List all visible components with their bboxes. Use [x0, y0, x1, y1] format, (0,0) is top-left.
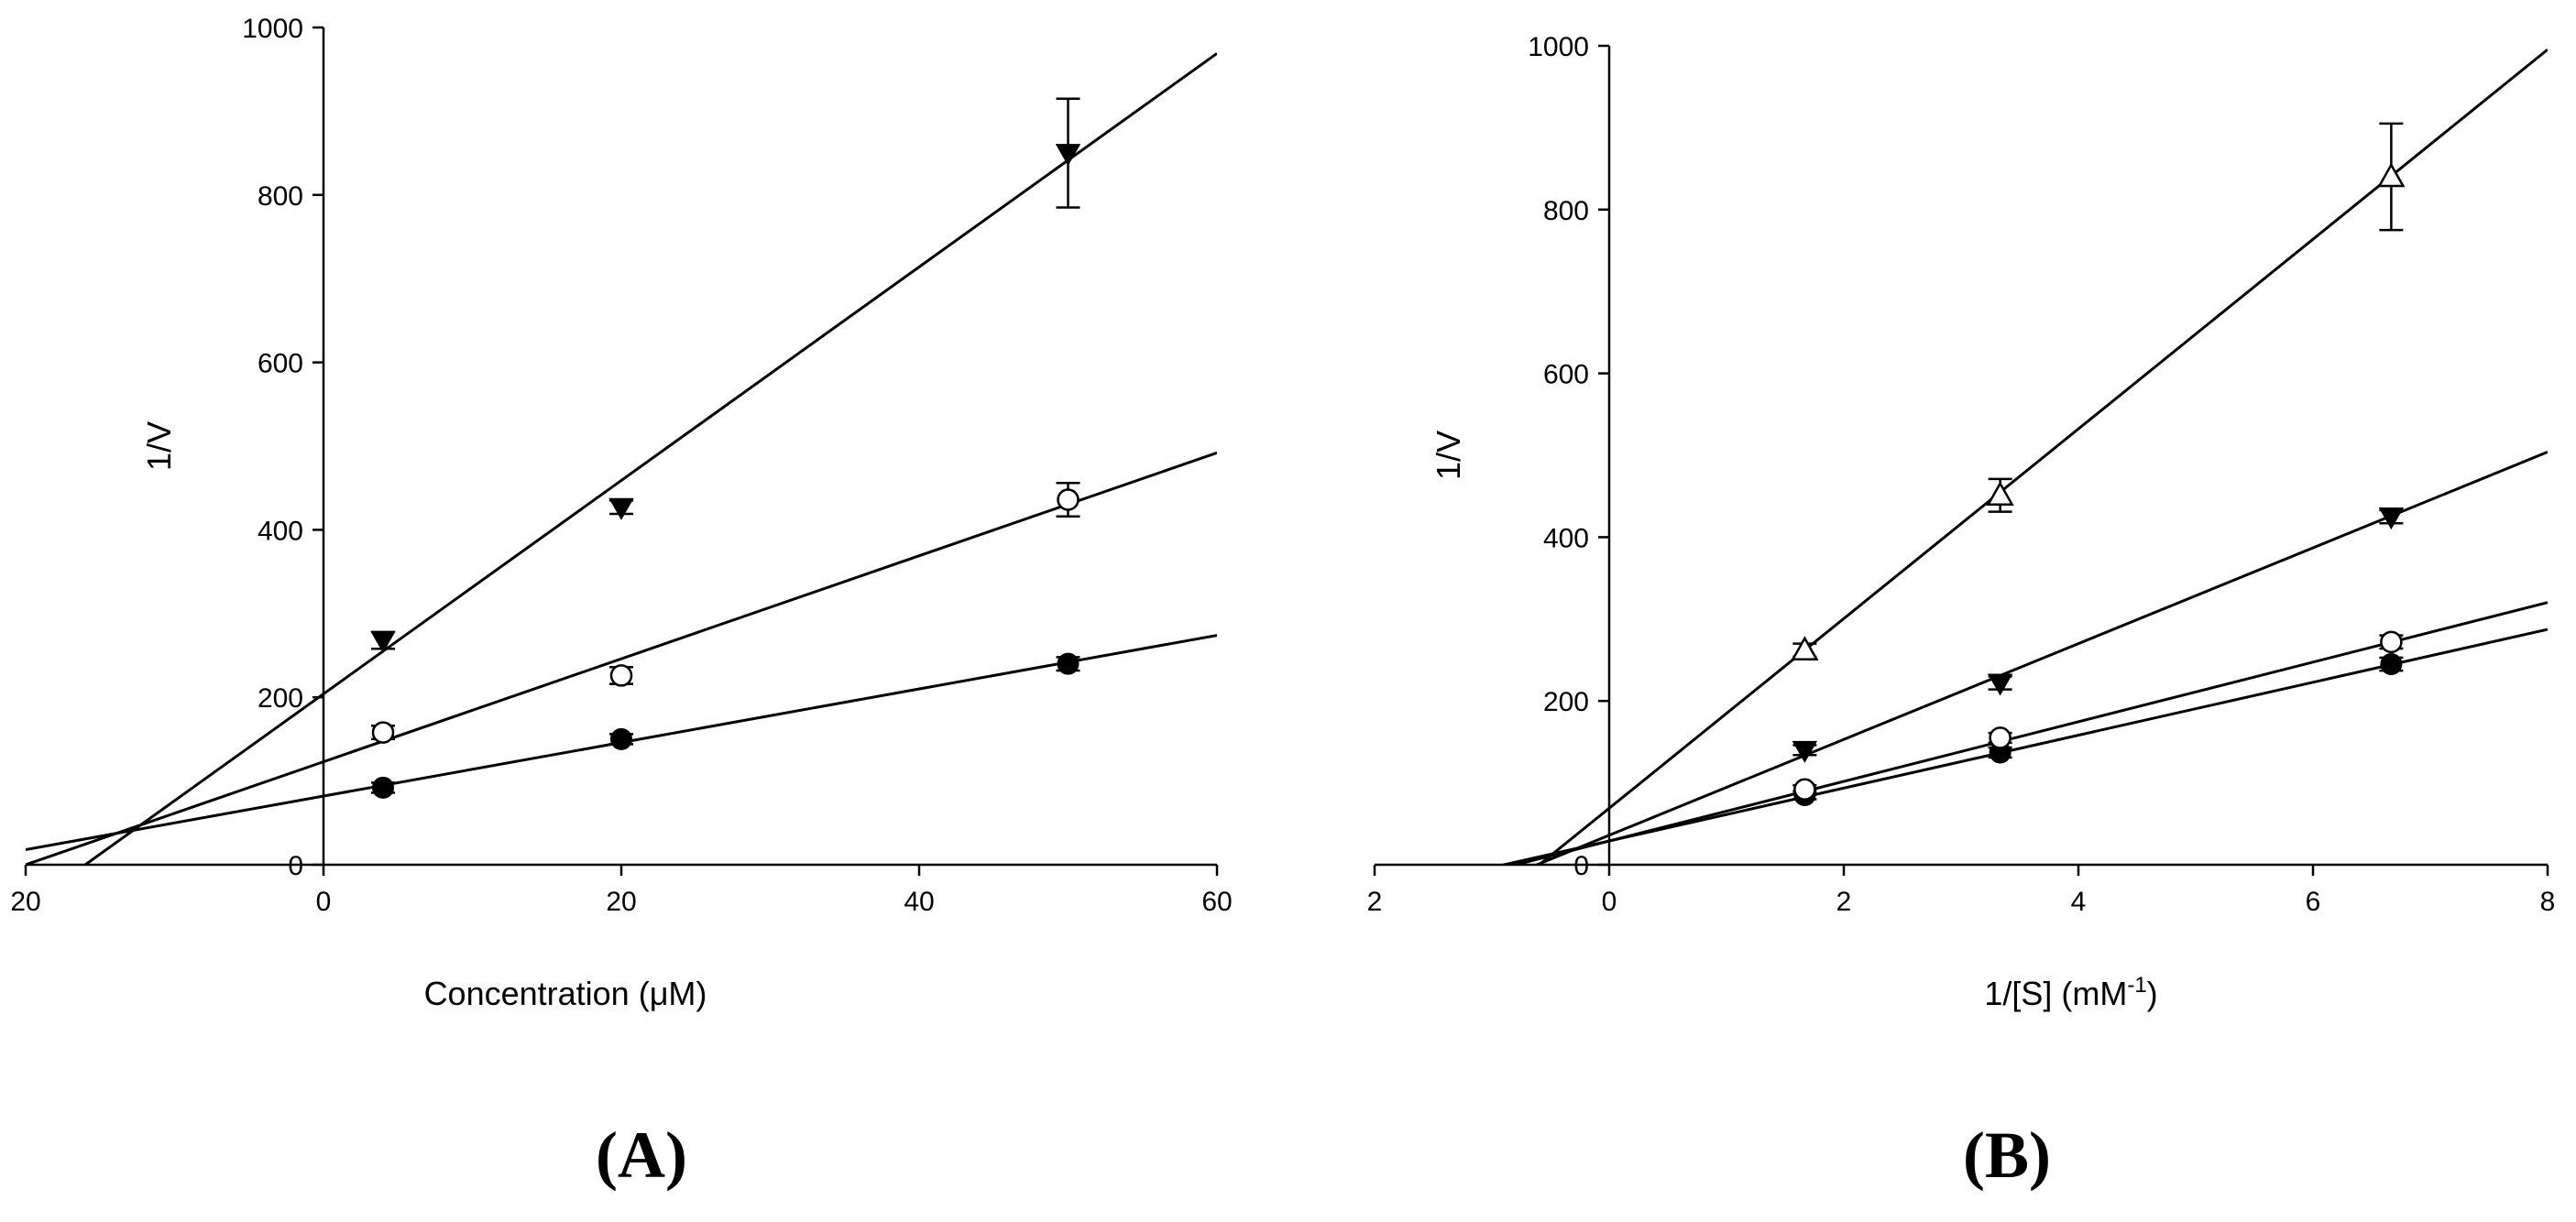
- panel-b: 2 0 2 4 6 8 0 200 400 600 800 1000 1/V 1/[S] (mM-1) (B…: [1367, 32, 2556, 1192]
- x-tick-label: 4: [2071, 887, 2087, 917]
- x-tick-label: 20: [606, 887, 636, 917]
- x-tick-label: 0: [316, 887, 332, 917]
- y-tick-label: 600: [1543, 360, 1589, 390]
- x-axis-label-end: ): [2147, 975, 2158, 1012]
- panel-label: (B): [1963, 1118, 2051, 1192]
- panel-label: (A): [596, 1118, 687, 1192]
- x-tick-label: 2: [1367, 887, 1383, 917]
- data-point-open-circle: [1989, 726, 2011, 749]
- y-tick-label: 400: [1543, 523, 1589, 553]
- y-tick-label: 200: [258, 683, 303, 714]
- data-point-filled-circle: [1057, 652, 1080, 675]
- data-point-open-circle: [2380, 630, 2403, 654]
- y-tick-label: 800: [1543, 196, 1589, 226]
- x-axis-label: 1/[S] (mM-1): [1984, 973, 2157, 1012]
- data-point-filled-triangle: [370, 631, 396, 654]
- x-tick-label: 0: [1602, 887, 1617, 917]
- data-point-open-circle: [1793, 778, 1816, 802]
- data-point-filled-circle: [372, 776, 394, 799]
- x-axis-label: Concentration (μM): [424, 975, 707, 1012]
- y-tick-label: 400: [258, 516, 303, 546]
- y-axis-label: 1/V: [140, 421, 178, 471]
- regression-line-open-circle: [26, 451, 1217, 865]
- regression-line-open-triangle-up: [1537, 48, 2548, 865]
- regression-line-filled-triangle-down: [82, 52, 1217, 865]
- data-point-filled-triangle: [2378, 507, 2405, 530]
- x-tick-label: 40: [904, 887, 934, 917]
- y-tick-label: 1000: [1528, 32, 1589, 62]
- y-tick-label: 1000: [242, 14, 303, 44]
- data-point-open-circle: [609, 664, 633, 687]
- data-point-open-triangle: [1986, 481, 2014, 507]
- y-axis-label: 1/V: [1430, 431, 1467, 480]
- y-tick-label: 800: [258, 181, 303, 212]
- y-tick-label: 200: [1543, 687, 1589, 717]
- data-point-filled-triangle: [1987, 673, 2013, 696]
- x-tick-label: 2: [1836, 887, 1852, 917]
- y-tick-label: 0: [288, 851, 303, 881]
- data-point-filled-triangle: [608, 497, 634, 520]
- y-tick-label: 0: [1573, 851, 1589, 881]
- data-point-filled-triangle: [1055, 144, 1081, 167]
- data-point-open-triangle: [2377, 162, 2406, 188]
- data-point-filled-circle: [2380, 652, 2403, 675]
- x-axis-label-superscript: -1: [2127, 973, 2146, 998]
- data-point-filled-triangle: [1792, 740, 1818, 763]
- data-point-open-triangle: [1791, 636, 1819, 661]
- panel-a: 20 0 20 40 60020040060080010001/VConcentrati…: [10, 14, 1232, 1192]
- data-point-open-circle: [1057, 488, 1080, 511]
- x-axis-label-main: 1/[S] (mM: [1984, 975, 2127, 1012]
- x-tick-label: 20: [10, 887, 40, 917]
- x-tick-label: 60: [1201, 887, 1232, 917]
- regression-line-filled-triangle-down: [1533, 451, 2548, 865]
- x-tick-label: 8: [2540, 887, 2556, 917]
- y-tick-label: 600: [258, 349, 303, 379]
- x-tick-label: 6: [2306, 887, 2321, 917]
- data-point-open-circle: [371, 721, 395, 744]
- data-point-filled-circle: [610, 727, 632, 750]
